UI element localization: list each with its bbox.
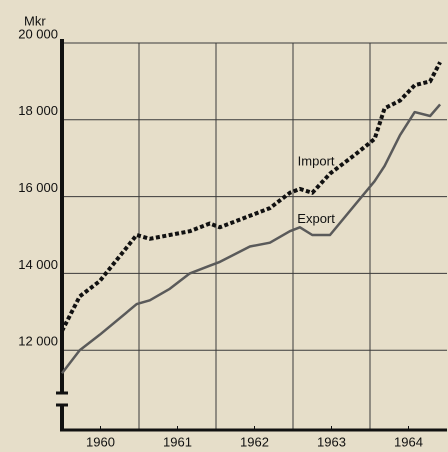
y-tick-label: 14 000 bbox=[18, 257, 58, 272]
series-label: Export bbox=[297, 211, 335, 226]
x-tick-label: 1963 bbox=[317, 434, 346, 449]
x-tick-label: 1962 bbox=[240, 434, 269, 449]
y-tick-label: 20 000 bbox=[18, 26, 58, 41]
series-label: Import bbox=[298, 153, 335, 168]
x-tick-label: 1960 bbox=[86, 434, 115, 449]
x-tick-label: 1961 bbox=[163, 434, 192, 449]
y-tick-label: 16 000 bbox=[18, 180, 58, 195]
y-tick-label: 18 000 bbox=[18, 103, 58, 118]
y-axis-label: Mkr bbox=[24, 13, 46, 28]
y-tick-label: 12 000 bbox=[18, 334, 58, 349]
series-line bbox=[61, 103, 442, 374]
series-line bbox=[60, 61, 442, 332]
x-tick-label: 1964 bbox=[394, 434, 423, 449]
